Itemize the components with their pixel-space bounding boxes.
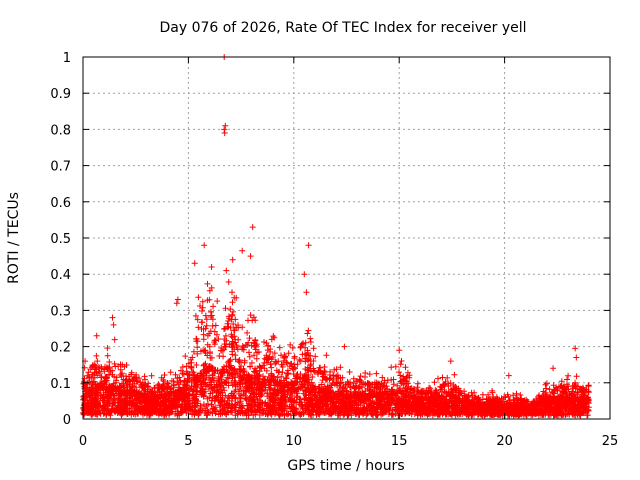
data-point xyxy=(93,352,100,359)
data-point xyxy=(310,345,317,352)
data-point xyxy=(204,280,211,287)
data-point xyxy=(562,389,569,396)
data-point xyxy=(199,319,206,326)
data-point xyxy=(232,352,239,359)
data-point xyxy=(229,289,235,296)
data-point xyxy=(161,372,168,378)
data-point xyxy=(444,374,451,381)
chart-title: Day 076 of 2026, Rate Of TEC Index for r… xyxy=(159,20,526,36)
data-point xyxy=(182,353,189,360)
data-point xyxy=(468,389,475,396)
data-point xyxy=(208,312,215,319)
data-points xyxy=(80,54,592,419)
data-point xyxy=(276,344,283,351)
data-point xyxy=(222,305,229,312)
data-point xyxy=(235,358,242,365)
data-point xyxy=(396,369,402,376)
data-point xyxy=(230,308,236,315)
data-point xyxy=(284,411,291,418)
data-point xyxy=(199,298,206,305)
data-point xyxy=(199,308,205,314)
data-point xyxy=(111,373,118,380)
data-point xyxy=(402,364,409,371)
data-point xyxy=(397,361,404,368)
data-point xyxy=(305,327,312,334)
data-point xyxy=(304,330,311,337)
data-point xyxy=(379,374,386,381)
data-point xyxy=(451,371,458,378)
data-point xyxy=(285,350,292,357)
data-point xyxy=(291,353,298,360)
data-point xyxy=(246,349,252,356)
data-point xyxy=(326,372,333,378)
data-point xyxy=(200,336,207,343)
data-point xyxy=(224,320,231,327)
data-point xyxy=(203,322,210,329)
data-point xyxy=(373,370,380,377)
data-point xyxy=(543,380,550,387)
data-point xyxy=(210,303,217,310)
data-point xyxy=(542,381,549,388)
data-point xyxy=(346,369,353,375)
data-point xyxy=(323,352,330,359)
data-point xyxy=(271,350,278,357)
data-point xyxy=(564,376,570,383)
grid-lines xyxy=(83,57,610,419)
data-point xyxy=(253,355,260,362)
data-point xyxy=(117,366,124,373)
data-point xyxy=(431,379,438,386)
data-point xyxy=(214,298,221,305)
data-point xyxy=(244,329,251,336)
data-point xyxy=(202,312,209,319)
data-point xyxy=(215,336,222,342)
data-point xyxy=(195,294,202,301)
data-point xyxy=(513,390,520,397)
data-point xyxy=(229,299,236,306)
data-point xyxy=(172,371,179,378)
data-point xyxy=(212,322,219,329)
data-point xyxy=(104,352,111,359)
data-point xyxy=(574,389,581,396)
data-point xyxy=(398,358,405,364)
data-point xyxy=(111,336,118,343)
data-point xyxy=(229,351,236,358)
data-point xyxy=(98,365,105,372)
data-point xyxy=(192,312,199,319)
data-point xyxy=(246,335,253,342)
data-point xyxy=(238,363,245,370)
data-point xyxy=(148,372,155,379)
data-point xyxy=(366,371,373,378)
data-point xyxy=(178,367,184,374)
data-point xyxy=(225,318,232,324)
data-point xyxy=(239,343,246,349)
data-point xyxy=(321,364,328,370)
data-point xyxy=(194,344,201,351)
data-point xyxy=(307,335,314,342)
data-point xyxy=(435,375,441,382)
data-point xyxy=(133,384,140,391)
data-point xyxy=(248,359,255,366)
data-point xyxy=(510,392,517,399)
data-point xyxy=(246,353,253,360)
data-point xyxy=(201,361,208,368)
data-point xyxy=(227,306,234,313)
data-point xyxy=(216,353,223,359)
data-point xyxy=(357,373,364,380)
data-point xyxy=(225,279,232,285)
data-point xyxy=(104,345,111,352)
data-point xyxy=(167,369,174,376)
data-point xyxy=(307,339,314,345)
